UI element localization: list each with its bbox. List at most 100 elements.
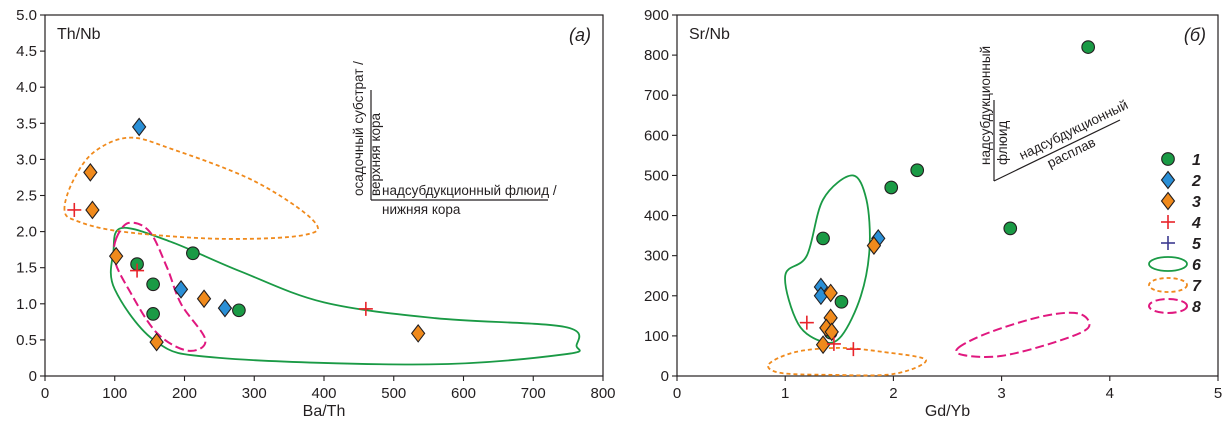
y-tick-label: 1.5 bbox=[16, 260, 37, 277]
x-axis-label: Gd/Yb bbox=[925, 403, 970, 420]
point-circle-4 bbox=[232, 303, 246, 318]
legend-label: 6 bbox=[1192, 257, 1201, 274]
legend-swatch-cross_purple bbox=[1161, 236, 1175, 250]
x-tick-label: 2 bbox=[889, 385, 897, 402]
x-tick-label: 1 bbox=[781, 385, 789, 402]
point-cross_red-1 bbox=[826, 336, 841, 351]
field-field_magenta-2 bbox=[955, 311, 1091, 359]
field-field_green-0 bbox=[109, 226, 581, 366]
legend-label: 1 bbox=[1192, 152, 1201, 169]
y-tick-label: 400 bbox=[644, 208, 669, 225]
point-circle-6 bbox=[1081, 40, 1096, 54]
x-tick-label: 600 bbox=[451, 385, 476, 402]
x-axis-label: Ba/Th bbox=[303, 403, 346, 420]
annotation-text-vertical-1: надсубдукционный bbox=[978, 46, 993, 165]
y-tick-label: 300 bbox=[644, 248, 669, 265]
point-cross_red-1 bbox=[130, 263, 145, 278]
legend-swatch-circle bbox=[1161, 152, 1175, 166]
y-tick-label: 4.0 bbox=[16, 79, 37, 96]
y-axis-label: Sr/Nb bbox=[689, 26, 730, 43]
point-circle-1 bbox=[146, 277, 160, 292]
legend-label: 8 bbox=[1192, 299, 1201, 316]
legend-label: 4 bbox=[1191, 215, 1201, 232]
y-tick-label: 900 bbox=[644, 7, 669, 24]
point-orange_diamond-5 bbox=[866, 236, 882, 256]
y-tick-label: 2.0 bbox=[16, 224, 37, 241]
point-circle-1 bbox=[834, 294, 849, 309]
point-orange_diamond-4 bbox=[196, 289, 212, 309]
y-tick-label: 4.5 bbox=[16, 43, 37, 60]
annotation-text-vertical-1: осадочный субстрат / bbox=[351, 61, 366, 196]
point-cross_red-2 bbox=[846, 342, 861, 357]
legend-swatch-blue_diamond bbox=[1160, 170, 1176, 190]
point-circle-3 bbox=[186, 246, 200, 261]
y-tick-label: 100 bbox=[644, 328, 669, 345]
legend-label: 7 bbox=[1192, 278, 1202, 295]
point-circle-3 bbox=[884, 180, 899, 195]
field-field_green-0 bbox=[784, 174, 871, 344]
point-orange_diamond-0 bbox=[823, 283, 838, 303]
legend-swatch-cross_red bbox=[1161, 215, 1175, 229]
chart-panel-a: 0 100 200 300 400 500 600 700 800 0 0.5 1.0 1.5 2.0 2.… bbox=[16, 7, 615, 420]
y-tick-label: 0.5 bbox=[16, 332, 37, 349]
y-tick-label: 200 bbox=[644, 288, 669, 305]
annotation-text-vertical-2: верхняя кора bbox=[368, 112, 383, 196]
x-tick-label: 200 bbox=[172, 385, 197, 402]
y-tick-label: 3.0 bbox=[16, 151, 37, 168]
y-tick-label: 5.0 bbox=[16, 7, 37, 24]
point-orange_diamond-3 bbox=[149, 332, 164, 352]
annotation-diagonal-line bbox=[993, 119, 1121, 182]
x-tick-label: 0 bbox=[41, 385, 49, 402]
chart-panel-b: 0 1 2 3 4 5 0 100 200 300 400 500 600 700 800 900 Gd/Yb S… bbox=[644, 7, 1222, 420]
point-blue_diamond-2 bbox=[217, 298, 233, 318]
x-tick-label: 3 bbox=[997, 385, 1005, 402]
point-circle-5 bbox=[1003, 221, 1018, 236]
point-cross_red-0 bbox=[67, 202, 82, 217]
y-tick-label: 1.0 bbox=[16, 296, 37, 313]
y-tick-label: 700 bbox=[644, 87, 669, 104]
x-tick-label: 4 bbox=[1106, 385, 1114, 402]
x-tick-label: 0 bbox=[673, 385, 681, 402]
panel-label: (б) bbox=[1184, 25, 1206, 45]
point-circle-0 bbox=[816, 231, 830, 246]
panel-label: (а) bbox=[569, 25, 591, 45]
legend: 1 2 3 4 5 6 7 8 bbox=[1148, 152, 1202, 316]
point-cross_red-0 bbox=[799, 315, 814, 330]
y-axis-label: Th/Nb bbox=[57, 26, 101, 43]
y-tick-label: 3.5 bbox=[16, 115, 37, 132]
point-orange_diamond-1 bbox=[85, 200, 100, 220]
plot-frame bbox=[676, 14, 1219, 377]
annotation-text-horizontal-2: нижняя кора bbox=[382, 202, 461, 217]
y-tick-label: 2.5 bbox=[16, 188, 37, 205]
field-field_orange-1 bbox=[63, 136, 319, 240]
x-tick-label: 800 bbox=[590, 385, 615, 402]
point-cross_red-2 bbox=[358, 301, 373, 316]
point-circle-4 bbox=[910, 163, 925, 178]
point-orange_diamond-3 bbox=[824, 322, 839, 342]
point-orange_diamond-5 bbox=[410, 323, 426, 343]
x-tick-label: 400 bbox=[311, 385, 336, 402]
legend-label: 5 bbox=[1192, 236, 1202, 253]
legend-swatch-field_orange bbox=[1148, 277, 1188, 293]
y-tick-label: 800 bbox=[644, 47, 669, 64]
point-blue_diamond-0 bbox=[131, 117, 147, 137]
y-tick-label: 0 bbox=[29, 368, 37, 385]
legend-label: 3 bbox=[1192, 194, 1201, 211]
x-tick-label: 5 bbox=[1214, 385, 1222, 402]
point-circle-2 bbox=[146, 307, 160, 321]
legend-swatch-orange_diamond bbox=[1160, 191, 1176, 211]
y-tick-label: 500 bbox=[644, 167, 669, 184]
point-orange_diamond-4 bbox=[815, 335, 831, 355]
x-tick-label: 500 bbox=[381, 385, 406, 402]
point-blue_diamond-1 bbox=[173, 279, 189, 299]
legend-swatch-field_magenta bbox=[1148, 298, 1188, 314]
point-orange_diamond-0 bbox=[83, 162, 98, 182]
field-field_magenta-2 bbox=[112, 221, 207, 352]
point-orange_diamond-2 bbox=[108, 246, 124, 266]
legend-label: 2 bbox=[1191, 173, 1201, 190]
annotation-text-horizontal-1: надсубдукционный флюид / bbox=[382, 183, 557, 198]
y-tick-label: 0 bbox=[661, 368, 669, 385]
x-tick-label: 300 bbox=[242, 385, 267, 402]
legend-swatch-field_green bbox=[1148, 256, 1188, 272]
